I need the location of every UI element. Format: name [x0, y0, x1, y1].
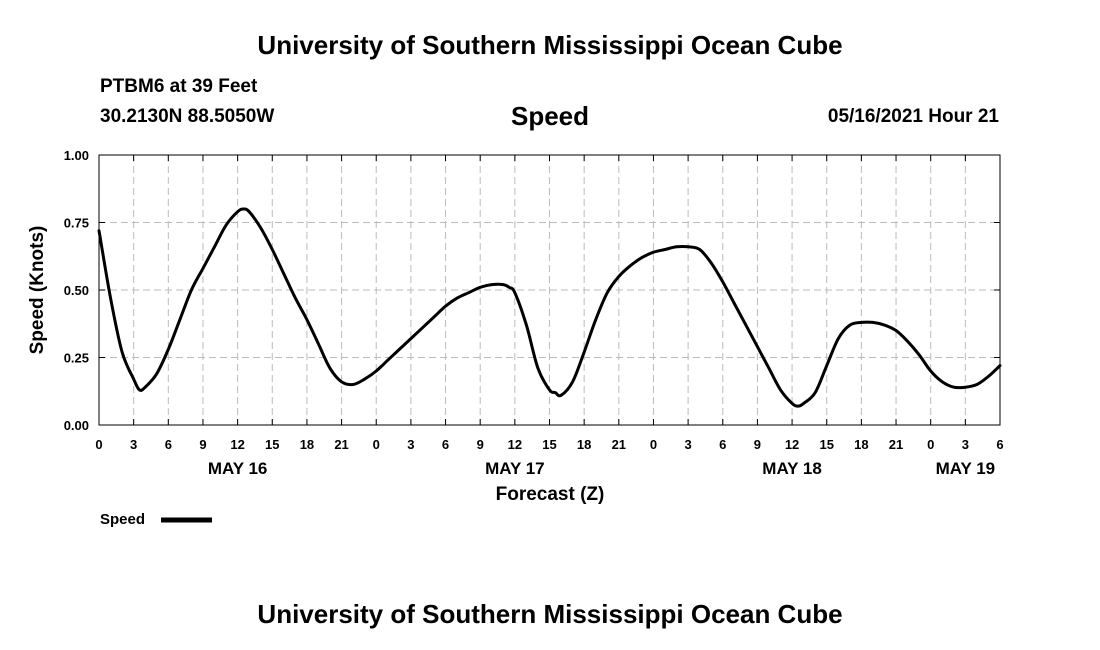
axes	[98, 154, 1001, 426]
coordinates-label: 30.2130N 88.5050W	[100, 106, 275, 127]
x-tick-label: 3	[130, 437, 137, 452]
y-tick-label: 0.75	[64, 216, 89, 231]
x-tick-label: 21	[889, 437, 903, 452]
plot-frame	[98, 154, 1001, 426]
day-label: MAY 18	[762, 459, 822, 478]
y-axis-title: Speed (Knots)	[27, 226, 48, 355]
x-tick-label: 9	[477, 437, 484, 452]
x-tick-label: 3	[407, 437, 414, 452]
x-tick-label: 6	[165, 437, 172, 452]
top-title: University of Southern Mississippi Ocean…	[257, 30, 843, 60]
station-label: PTBM6 at 39 Feet	[100, 76, 258, 97]
y-tick-label: 0.25	[64, 351, 89, 366]
chart-title: Speed	[510, 101, 590, 131]
grid	[99, 155, 1000, 425]
x-tick-label: 0	[927, 437, 934, 452]
x-tick-label: 18	[300, 437, 314, 452]
series	[97, 207, 1002, 408]
x-tick-label: 9	[199, 437, 206, 452]
datetime-label: 05/16/2021 Hour 21	[827, 106, 999, 127]
x-tick-label: 0	[650, 437, 657, 452]
x-tick-label: 6	[719, 437, 726, 452]
x-axis-title: Forecast (Z)	[496, 484, 605, 505]
tick-labels: 0 3 6 9 12 15 18 21 0 3 6 9 12 15 18 21 0 3 6 9 12 15 18 21 0 3 6 0…	[64, 148, 1004, 478]
y-tick-label: 0.00	[64, 418, 89, 433]
x-tick-label: 0	[373, 437, 380, 452]
x-tick-label: 15	[819, 437, 833, 452]
x-tick-label: 3	[962, 437, 969, 452]
x-tick-label: 15	[542, 437, 556, 452]
series-line-speed	[97, 207, 1002, 408]
x-tick-label: 6	[442, 437, 449, 452]
x-tick-label: 18	[577, 437, 591, 452]
x-tick-label: 12	[785, 437, 799, 452]
x-tick-label: 12	[508, 437, 522, 452]
x-tick-label: 15	[265, 437, 279, 452]
y-tick-label: 0.50	[64, 283, 89, 298]
x-tick-label: 6	[996, 437, 1003, 452]
y-tick-label: 1.00	[64, 148, 89, 163]
day-label: MAY 19	[936, 459, 996, 478]
day-label: MAY 16	[208, 459, 268, 478]
x-tick-label: 12	[230, 437, 244, 452]
day-label: MAY 17	[485, 459, 545, 478]
x-tick-label: 21	[334, 437, 348, 452]
legend-label: Speed	[100, 511, 145, 528]
bottom-title: University of Southern Mississippi Ocean…	[257, 599, 843, 629]
x-tick-label: 3	[684, 437, 691, 452]
x-tick-label: 0	[95, 437, 102, 452]
x-tick-label: 9	[754, 437, 761, 452]
x-tick-label: 21	[612, 437, 626, 452]
x-tick-label: 18	[854, 437, 868, 452]
